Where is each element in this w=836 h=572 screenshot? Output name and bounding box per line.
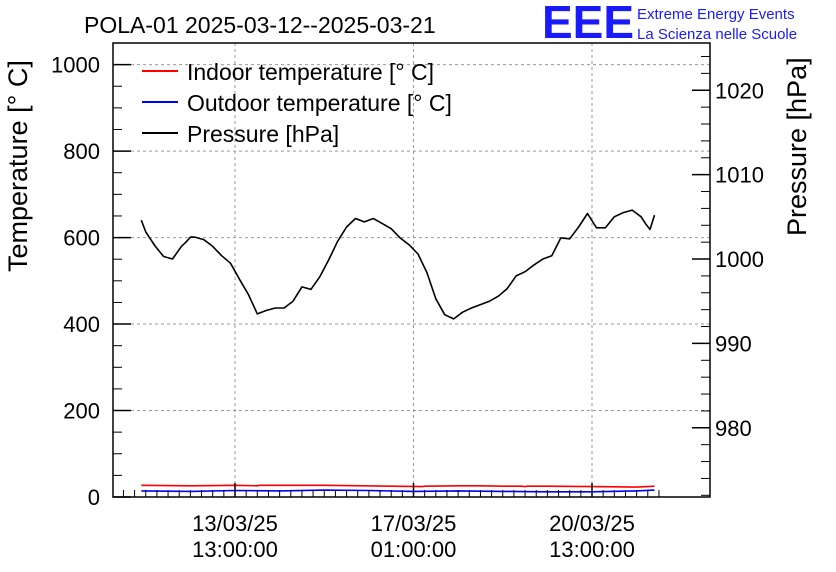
eee-logo: EEE Extreme Energy Events La Scienza nel… [542,0,797,48]
x-tick-label-1-date: 17/03/25 [371,511,457,536]
y-tick-label-3: 600 [63,226,100,251]
grid [113,43,710,497]
y2-tick-label-3: 1010 [715,163,764,188]
y2-tick-label-2: 1000 [715,247,764,272]
y2-tick-label-4: 1020 [715,78,764,103]
x-axis: 13/03/2513:00:0017/03/2501:00:0020/03/25… [122,483,660,562]
y-tick-label-0: 0 [88,485,100,510]
y2-tick-label-0: 980 [715,416,752,441]
x-tick-label-0-time: 13:00:00 [192,537,278,562]
x-tick-label-2-time: 13:00:00 [549,537,635,562]
right-axis: 980 990 1000 1010 1020 [692,56,764,496]
series-layer [140,209,656,493]
y-tick-label-2: 400 [63,312,100,337]
left-axis: 0 200 400 600 800 1000 [51,42,131,510]
y-tick-label-1: 200 [63,399,100,424]
y-tick-label-5: 1000 [51,53,100,78]
y-tick-label-4: 800 [63,139,100,164]
legend-label-indoor: Indoor temperature [° C] [187,59,434,85]
x-tick-label-0-date: 13/03/25 [192,511,278,536]
series-line-0 [141,484,655,488]
logo-line-2: La Scienza nelle Scuole [637,26,797,43]
x-tick-label-1-time: 01:00:00 [371,537,457,562]
x-tick-label-2-date: 20/03/25 [549,511,635,536]
legend-label-pressure: Pressure [hPa] [187,121,339,147]
y2-axis-title: Pressure [hPa] [782,57,812,236]
legend: Indoor temperature [° C] Outdoor tempera… [142,59,452,147]
series-line-2 [140,209,656,320]
legend-label-outdoor: Outdoor temperature [° C] [187,90,452,116]
chart-title: POLA-01 2025-03-12--2025-03-21 [84,12,436,38]
eee-logo-letters: EEE [542,0,634,48]
y2-tick-label-1: 990 [715,331,752,356]
logo-line-1: Extreme Energy Events [637,6,795,23]
y-axis-title: Temperature [° C] [3,60,33,272]
plot-frame [112,42,711,498]
series-line-1 [141,489,655,493]
